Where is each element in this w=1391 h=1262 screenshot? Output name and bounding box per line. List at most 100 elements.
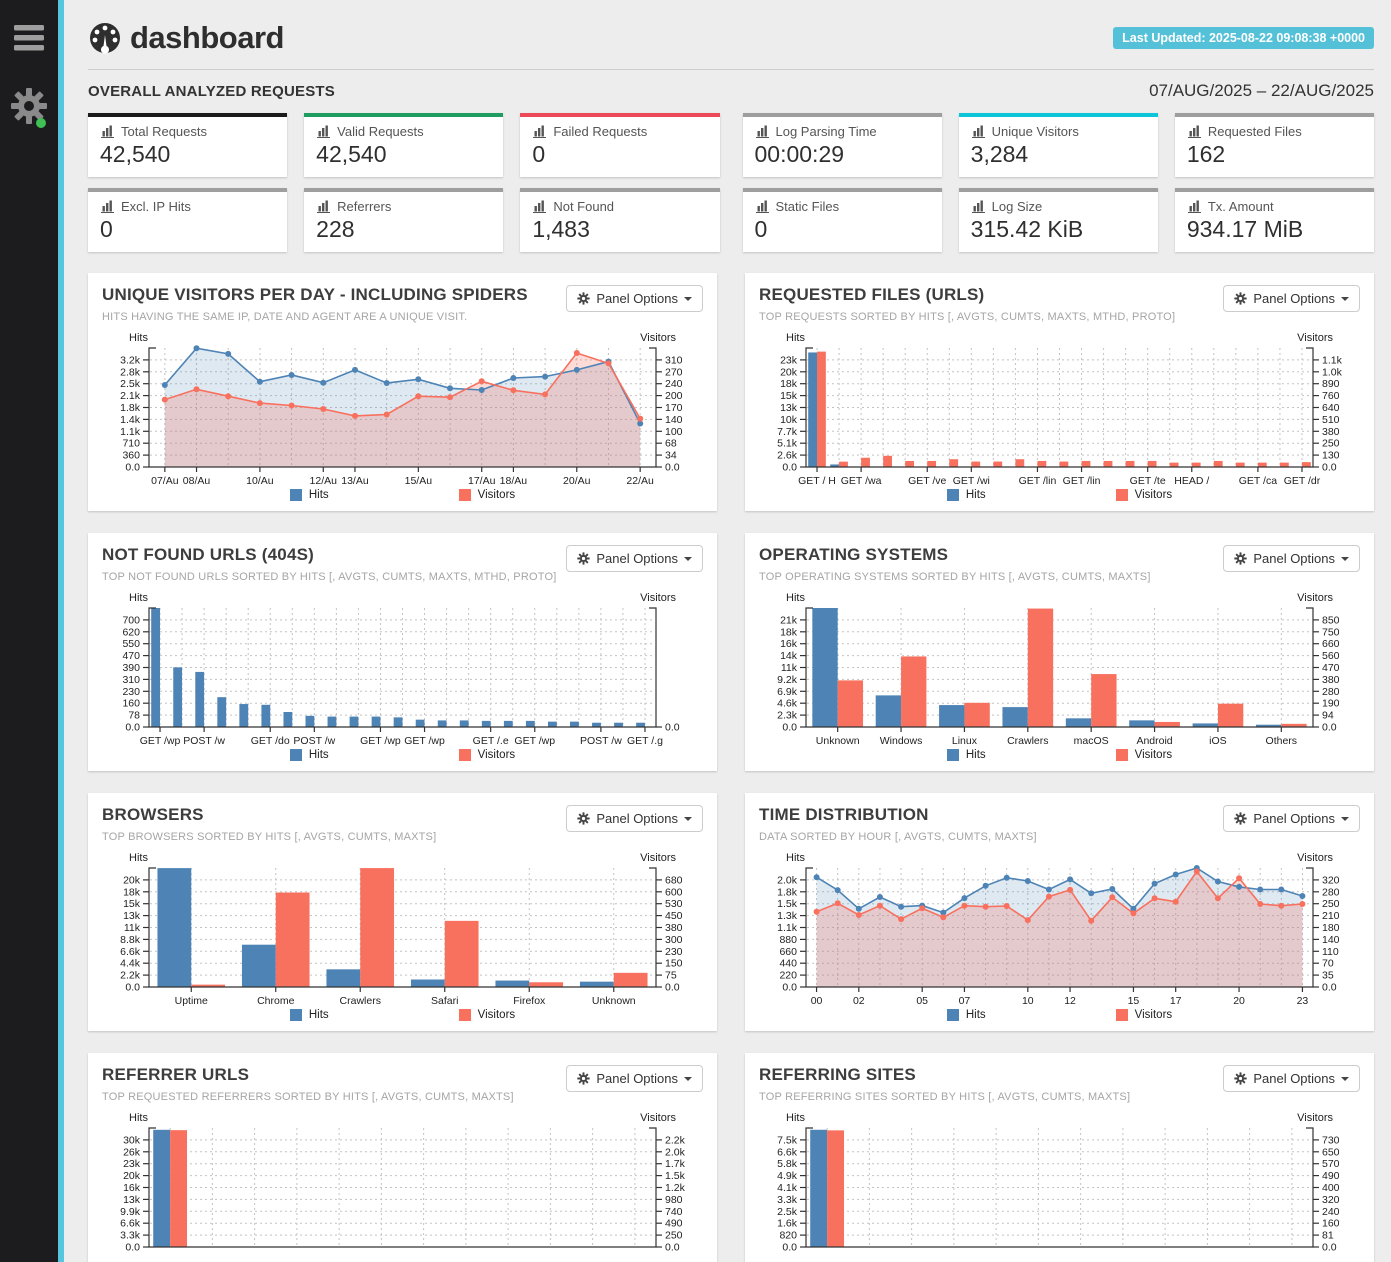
svg-text:GET /.e: GET /.e	[473, 735, 509, 747]
visitors-swatch	[458, 489, 471, 501]
visitors-swatch	[1115, 489, 1128, 501]
card-label-text: Log Parsing Time	[775, 124, 877, 139]
panel-not-found-urls: NOT FOUND URLS (404S) TOP NOT FOUND URLS…	[88, 533, 717, 771]
card-value: 0	[532, 141, 546, 167]
hits-swatch	[946, 1009, 959, 1021]
svg-text:140: 140	[1322, 934, 1340, 946]
legend-item-hits[interactable]: Hits	[289, 1009, 329, 1021]
svg-text:2.3k: 2.3k	[777, 710, 798, 722]
svg-text:94: 94	[1322, 710, 1334, 722]
card-label-text: Log Size	[991, 199, 1043, 214]
svg-text:700: 700	[122, 614, 140, 626]
svg-text:2.0k: 2.0k	[665, 1146, 686, 1158]
left-axis-title: Hits	[129, 592, 148, 604]
gear-icon	[1234, 1072, 1248, 1085]
svg-text:0.0: 0.0	[782, 722, 797, 734]
panel-options-button[interactable]: Panel Options	[1223, 285, 1360, 312]
svg-text:2.6k: 2.6k	[777, 450, 798, 462]
dashboard-gauge-icon	[90, 23, 120, 54]
svg-text:35: 35	[1322, 970, 1334, 982]
svg-text:380: 380	[1322, 426, 1340, 438]
card-value: 315.42 KiB	[970, 216, 1084, 242]
card-label: Referrers	[316, 199, 491, 214]
panel-options-button[interactable]: Panel Options	[1223, 545, 1360, 572]
svg-text:490: 490	[1322, 1170, 1340, 1182]
legend-item-visitors[interactable]: Visitors	[458, 1009, 515, 1021]
svg-text:4.6k: 4.6k	[777, 698, 798, 710]
legend-item-visitors[interactable]: Visitors	[1115, 1009, 1172, 1021]
legend-item-visitors[interactable]: Visitors	[1115, 489, 1172, 501]
menu-toggle-button[interactable]	[0, 24, 58, 52]
panel-time-distribution: TIME DISTRIBUTION DATA SORTED BY HOUR [,…	[745, 793, 1374, 1031]
summary-card: Referrers 228	[304, 188, 504, 252]
svg-text:0.0: 0.0	[1322, 1242, 1337, 1254]
legend-item-visitors[interactable]: Visitors	[458, 749, 515, 761]
svg-text:2.5k: 2.5k	[120, 378, 141, 390]
visitors-swatch	[1115, 749, 1128, 761]
legend-item-visitors[interactable]: Visitors	[1115, 749, 1172, 761]
svg-text:270: 270	[665, 366, 683, 378]
panel-options-button[interactable]: Panel Options	[566, 1065, 703, 1092]
svg-text:68: 68	[665, 438, 677, 450]
svg-text:POST /w: POST /w	[293, 735, 335, 747]
settings-button[interactable]	[0, 86, 58, 128]
svg-text:26k: 26k	[123, 1146, 141, 1158]
svg-text:300: 300	[665, 934, 683, 946]
right-axis-title: Visitors	[1297, 1112, 1333, 1124]
gear-icon	[577, 1072, 591, 1085]
svg-text:2.5k: 2.5k	[777, 1206, 798, 1218]
svg-text:2.8k: 2.8k	[120, 366, 141, 378]
svg-text:0.0: 0.0	[125, 1242, 140, 1254]
svg-text:250: 250	[665, 1230, 683, 1242]
panel-subtitle: TOP REFERRING SITES SORTED BY HITS [, AV…	[759, 1091, 1131, 1103]
panel-title: REQUESTED FILES (URLS)	[759, 285, 985, 304]
legend-item-hits[interactable]: Hits	[946, 749, 986, 761]
svg-text:220: 220	[779, 970, 797, 982]
sidebar	[0, 0, 58, 1262]
svg-text:660: 660	[779, 946, 797, 958]
panel-options-button[interactable]: Panel Options	[566, 285, 703, 312]
left-axis-title: Hits	[786, 592, 805, 604]
svg-text:17/Au: 17/Au	[468, 475, 496, 487]
chart-area: Hits Visitors 3.2k 2.8k 2.5k 2.1k 1.8k 1.4k 1.1k…	[102, 331, 703, 487]
legend-item-hits[interactable]: Hits	[289, 749, 329, 761]
svg-text:0.0: 0.0	[1322, 722, 1337, 734]
panel-title: NOT FOUND URLS (404S)	[102, 545, 314, 564]
svg-text:GET /.g: GET /.g	[627, 735, 663, 747]
caret-down-icon	[684, 297, 692, 301]
svg-text:680: 680	[665, 874, 683, 886]
svg-text:4.1k: 4.1k	[777, 1182, 798, 1194]
svg-text:490: 490	[665, 1218, 683, 1230]
legend-item-hits[interactable]: Hits	[946, 489, 986, 501]
panel-options-button[interactable]: Panel Options	[1223, 1065, 1360, 1092]
card-value: 42,540	[100, 141, 171, 167]
summary-card: Log Parsing Time 00:00:29	[742, 113, 942, 177]
panel-options-button[interactable]: Panel Options	[1223, 805, 1360, 832]
svg-text:280: 280	[1322, 886, 1340, 898]
svg-text:02: 02	[853, 995, 865, 1007]
panel-options-button[interactable]: Panel Options	[566, 545, 703, 572]
svg-text:23k: 23k	[123, 1158, 141, 1170]
panels-grid: UNIQUE VISITORS PER DAY - INCLUDING SPID…	[88, 273, 1374, 1262]
chart-area: Hits Visitors 30k 26k 23k 20k 16k 13k 9.9k 6.6k 3.…	[102, 1111, 703, 1262]
summary-card: Unique Visitors 3,284	[958, 113, 1158, 177]
svg-text:980: 980	[665, 1194, 683, 1206]
legend-item-hits[interactable]: Hits	[946, 1009, 986, 1021]
legend-item-hits[interactable]: Hits	[289, 489, 329, 501]
svg-text:GET / H: GET / H	[798, 475, 836, 487]
svg-text:70: 70	[1322, 958, 1334, 970]
svg-text:30k: 30k	[123, 1134, 141, 1146]
svg-text:POST /w: POST /w	[580, 735, 622, 747]
card-value: 42,540	[316, 141, 387, 167]
svg-text:570: 570	[1322, 1158, 1340, 1170]
panel-options-button[interactable]: Panel Options	[566, 805, 703, 832]
card-label-text: Referrers	[337, 199, 392, 214]
svg-text:GET /do: GET /do	[251, 735, 290, 747]
svg-text:12: 12	[1064, 995, 1076, 1007]
svg-text:GET /lin: GET /lin	[1019, 475, 1057, 487]
legend-item-visitors[interactable]: Visitors	[458, 489, 515, 501]
panel-subtitle: DATA SORTED BY HOUR [, AVGTS, CUMTS, MAX…	[759, 831, 1037, 843]
svg-text:850: 850	[1322, 614, 1340, 626]
summary-card: Valid Requests 42,540	[304, 113, 504, 177]
card-label: Valid Requests	[316, 124, 491, 139]
